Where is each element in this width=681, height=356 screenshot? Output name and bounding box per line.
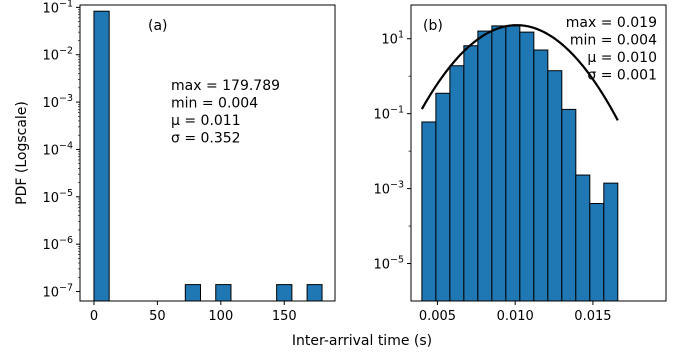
bar-b-5 [491,25,507,302]
bar-b-8 [533,49,549,302]
bar-b-12 [589,203,605,302]
b-stat-3: σ = 0.001 [587,68,657,84]
x-tick-label-a-0: 0 [90,309,98,324]
bar-b-1 [435,92,451,302]
shared-x-axis-label: Inter-arrival time (s) [292,333,432,349]
y-tick-label-a-3: 10−4 [42,140,73,158]
bar-b-9 [547,70,563,302]
x-tick-label-b-0: 0.005 [419,309,456,324]
bar-b-3 [463,45,479,302]
panel-b: 0.005 0.010 0.015 101 10−1 10−3 10−5 (b) max = 0… [373,4,667,324]
bar-b-4 [477,30,493,302]
bar-b-0 [421,121,437,302]
x-tick-label-a-1: 50 [149,309,166,324]
b-stat-0: max = 0.019 [566,15,657,31]
y-tick-label-b-0: 101 [381,30,404,48]
x-tick-label-b-1: 0.010 [497,309,534,324]
panel-label-b: (b) [423,18,443,34]
y-tick-label-b-3: 10−5 [373,255,404,273]
b-stat-2: μ = 0.010 [587,50,657,66]
y-tick-label-b-2: 10−3 [373,180,404,198]
axes-frame-b [410,4,667,302]
panel-a: 0 50 100 150 10−1 10−2 10−3 10−4 10−5 10−6 10−7 PDF… [14,0,336,324]
panel-label-a: (a) [148,18,168,34]
y-tick-label-a-5: 10−6 [42,235,73,253]
bar-b-6 [505,25,521,302]
y-tick-label-a-2: 10−3 [42,93,73,111]
y-tick-label-a-6: 10−7 [42,283,73,301]
x-tick-label-a-2: 100 [208,309,233,324]
y-tick-label-a-0: 10−1 [42,0,73,16]
a-stat-1: min = 0.004 [171,96,258,112]
bar-b-11 [575,174,591,302]
bar-b-7 [519,31,535,302]
x-tick-label-b-2: 0.015 [574,309,611,324]
a-stat-2: μ = 0.011 [171,113,241,129]
x-tick-label-a-3: 150 [272,309,297,324]
bar-a-2 [215,284,232,302]
bar-a-0 [93,10,110,302]
a-stat-0: max = 179.789 [171,78,280,94]
fit-curve-b [420,24,619,121]
y-axis-label-a: PDF (Logscale) [14,101,30,205]
y-tick-label-a-1: 10−2 [42,46,73,64]
bar-b-13 [603,182,619,302]
bar-a-4 [306,284,323,302]
y-tick-label-a-4: 10−5 [42,188,73,206]
b-stat-1: min = 0.004 [570,33,657,49]
a-stat-3: σ = 0.352 [171,131,241,147]
axes-frame-a [79,4,336,302]
y-tick-label-b-1: 10−1 [373,105,404,123]
bar-a-1 [184,284,202,302]
bar-a-3 [276,284,293,302]
bar-b-10 [561,108,577,302]
bar-b-2 [449,65,465,302]
